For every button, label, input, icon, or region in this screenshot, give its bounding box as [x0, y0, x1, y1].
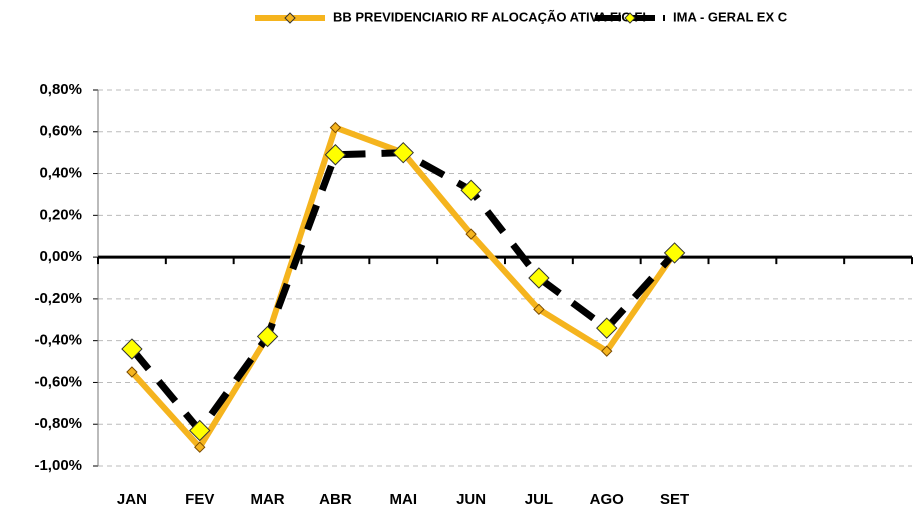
y-tick-label: 0,00% — [39, 248, 82, 265]
x-tick-label: ABR — [319, 491, 352, 508]
data-point — [460, 179, 482, 201]
data-point — [596, 317, 618, 339]
data-point — [329, 121, 342, 134]
x-tick-label: JAN — [117, 491, 147, 508]
x-tick-label: AGO — [590, 491, 625, 508]
data-point — [189, 419, 211, 442]
data-point — [601, 345, 613, 357]
data-point — [528, 267, 550, 289]
series-line — [129, 149, 678, 434]
x-tick-label: JUL — [525, 491, 553, 508]
legend-label: BB PREVIDENCIARIO RF ALOCAÇÃO ATIVA FIC … — [333, 9, 646, 24]
data-point — [392, 141, 414, 164]
x-tick-label: JUN — [456, 491, 486, 508]
data-point — [465, 228, 477, 240]
legend-label: IMA - GERAL EX C — [673, 9, 788, 24]
x-tick-label: SET — [660, 491, 689, 508]
data-point — [121, 338, 143, 360]
data-point — [256, 325, 279, 348]
data-point — [324, 144, 347, 166]
y-tick-label: -0,20% — [34, 290, 82, 307]
y-tick-label: 0,80% — [39, 81, 82, 98]
legend-marker — [624, 12, 636, 24]
y-tick-label: 0,40% — [39, 165, 82, 182]
x-tick-label: MAI — [390, 491, 418, 508]
x-tick-label: FEV — [185, 491, 214, 508]
legend-marker — [284, 12, 296, 24]
x-tick-label: MAR — [250, 491, 284, 508]
y-tick-label: -0,80% — [34, 415, 82, 432]
data-point — [533, 303, 545, 316]
y-tick-label: -0,40% — [34, 332, 82, 349]
data-point — [194, 441, 206, 453]
data-point — [663, 242, 686, 264]
series-line — [129, 124, 678, 451]
y-tick-label: -1,00% — [34, 457, 82, 474]
y-tick-label: 0,60% — [39, 123, 82, 140]
y-tick-label: -0,60% — [34, 373, 82, 390]
data-point — [126, 366, 138, 378]
y-tick-label: 0,20% — [39, 206, 82, 223]
